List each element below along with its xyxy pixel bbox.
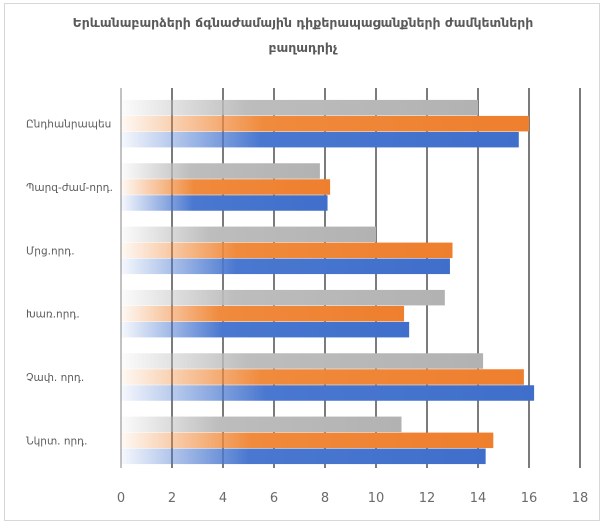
bar-3-series-1: [121, 305, 405, 322]
y-category-label: Խառ.որդ.: [26, 309, 80, 321]
bar-3-series-0: [121, 289, 445, 306]
x-tick-label: 2: [168, 491, 176, 506]
chart-title-line-2: բաղադրիչ: [268, 40, 338, 55]
y-category-label: Նկրտ. որդ.: [26, 435, 87, 447]
bar-4-series-1: [121, 369, 524, 385]
x-tick-label: 10: [368, 491, 385, 506]
bar-5-series-2: [121, 448, 486, 465]
y-category-label: Չափ. որդ.: [26, 372, 84, 384]
bar-5-series-1: [121, 432, 494, 449]
chart-title: Երևանաբարձերի ճգնաժամային դիքերապացանքնե…: [0, 10, 606, 60]
x-tick-label: 12: [419, 491, 436, 506]
x-tick-label: 6: [270, 491, 278, 506]
y-category-label: Պարզ-ժամ-որդ.: [26, 182, 113, 194]
bar-2-series-1: [121, 242, 453, 259]
bar-4-series-0: [121, 353, 484, 369]
chart-title-line-1: Երևանաբարձերի ճգնաժամային դիքերապացանքնե…: [72, 15, 534, 30]
bar-1-series-1: [121, 179, 331, 195]
x-tick-label: 14: [470, 491, 487, 506]
bar-5-series-0: [121, 416, 402, 433]
x-tick-label: 4: [219, 491, 227, 506]
bar-2-series-0: [121, 226, 376, 243]
x-tick-label: 16: [521, 491, 538, 506]
bar-3-series-2: [121, 321, 410, 338]
bar-4-series-2: [121, 385, 535, 401]
bar-1-series-2: [121, 195, 328, 211]
bar-1-series-0: [121, 163, 320, 179]
y-category-label: Մրց.որդ.: [26, 245, 75, 257]
bar-2-series-2: [121, 258, 450, 275]
bar-0-series-2: [121, 131, 519, 148]
x-tick-label: 18: [572, 491, 589, 506]
y-category-label: Ընդհանրապես: [26, 119, 111, 131]
x-tick-label: 8: [321, 491, 329, 506]
x-tick-label: 0: [117, 491, 125, 506]
bar-0-series-1: [121, 115, 529, 132]
bar-0-series-0: [121, 99, 478, 116]
